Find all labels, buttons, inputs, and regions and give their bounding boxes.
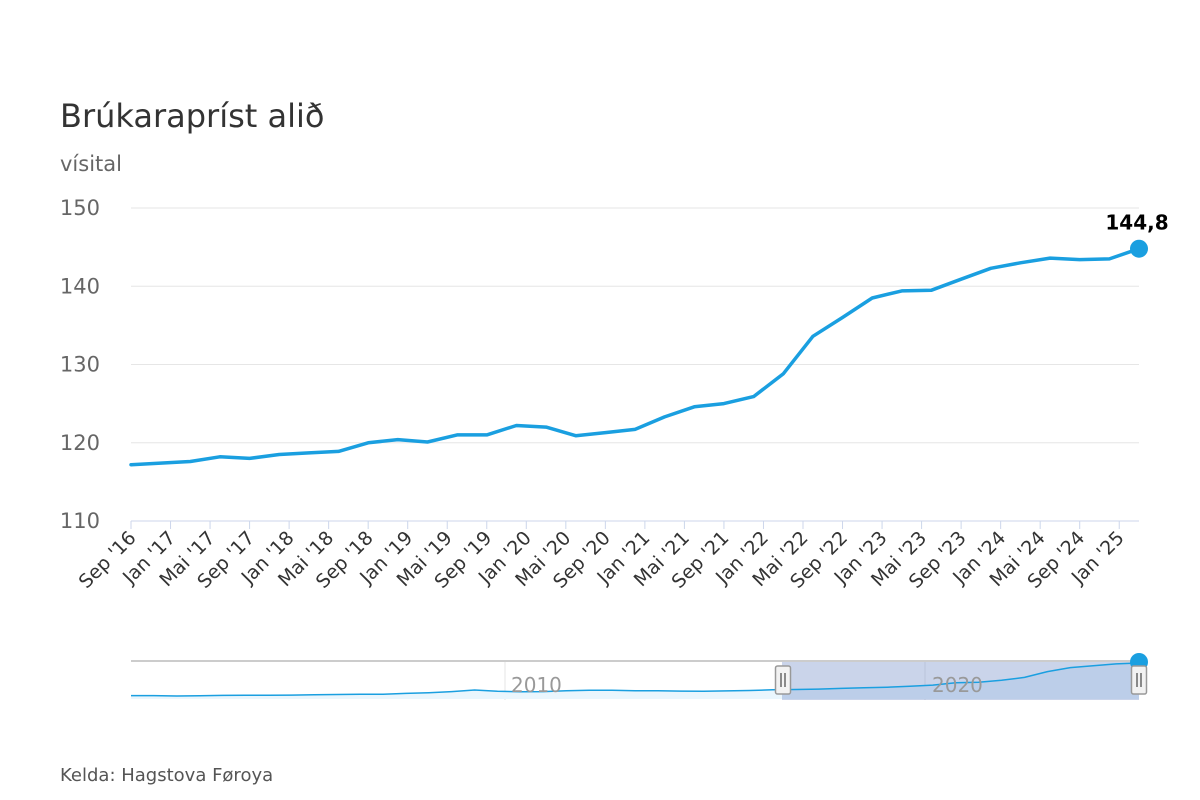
navigator-label-2020: 2020 (932, 673, 983, 697)
series-line (129, 246, 1141, 467)
y-tick-label: 130 (60, 353, 100, 377)
credit-text: Kelda: Hagstova Føroya (60, 765, 273, 786)
y-tick-label: 110 (60, 509, 100, 533)
navigator-selection[interactable] (782, 662, 1139, 700)
navigator-handle-right[interactable] (1130, 665, 1148, 695)
last-point-label: 144,8 (1105, 211, 1168, 235)
y-tick-label: 120 (60, 431, 100, 455)
grid-lines (131, 207, 1139, 444)
y-tick-label: 150 (60, 196, 100, 220)
navigator[interactable]: 2010 2020 (131, 653, 1148, 700)
navigator-label-2010: 2010 (511, 673, 562, 697)
last-data-point[interactable] (1130, 239, 1148, 258)
y-axis-ticks: 110 120 130 140 150 (60, 196, 100, 533)
navigator-handle-left[interactable] (774, 665, 792, 695)
chart-title: Brúkarapríst alið (60, 97, 324, 135)
y-tick-label: 140 (60, 274, 100, 298)
y-axis-label: vísital (60, 152, 122, 176)
navigator-area (131, 663, 1139, 699)
navigator-line (131, 662, 1140, 697)
